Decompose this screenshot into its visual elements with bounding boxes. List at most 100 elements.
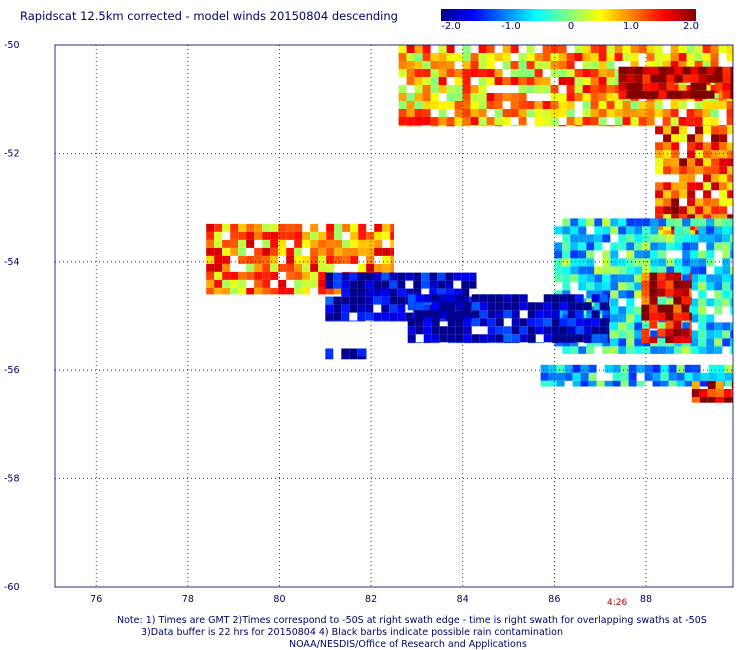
- data-cell: [510, 93, 519, 101]
- data-cell: [518, 69, 527, 77]
- data-cell: [684, 380, 693, 387]
- data-cell: [666, 242, 675, 251]
- data-cell: [554, 242, 563, 251]
- data-cell: [649, 312, 658, 321]
- data-cell: [519, 326, 528, 335]
- data-cell: [310, 271, 319, 280]
- data-cell: [381, 320, 390, 322]
- data-cell: [690, 90, 699, 99]
- data-cell: [564, 364, 573, 373]
- data-cell: [414, 101, 423, 109]
- data-cell: [642, 218, 651, 227]
- data-cell: [599, 302, 608, 311]
- note-line-2: 3)Data buffer is 22 hrs for 20150804 4) …: [141, 627, 563, 638]
- data-cell: [674, 90, 683, 99]
- y-tick-label: -56: [4, 365, 20, 376]
- data-cell: [431, 294, 440, 303]
- data-cell: [687, 158, 696, 167]
- data-cell: [641, 280, 650, 289]
- data-cell: [214, 231, 223, 240]
- data-cell: [422, 53, 431, 61]
- y-tick-label: -54: [4, 257, 20, 268]
- data-cell: [698, 306, 707, 315]
- data-cell: [582, 53, 591, 61]
- data-cell: [682, 266, 691, 275]
- data-cell: [618, 314, 627, 323]
- data-cell: [699, 397, 708, 403]
- data-cell: [714, 226, 723, 235]
- data-cell: [357, 296, 366, 305]
- data-cell: [730, 234, 733, 243]
- data-cell: [543, 334, 552, 343]
- data-cell: [414, 85, 423, 93]
- data-cell: [438, 45, 447, 53]
- data-cell: [478, 101, 487, 109]
- data-cell: [598, 77, 607, 85]
- data-cell: [670, 109, 679, 117]
- data-cell: [700, 380, 709, 387]
- data-cell: [486, 77, 495, 85]
- data-cell: [246, 231, 255, 240]
- data-cell: [414, 53, 423, 61]
- data-cell: [622, 109, 631, 117]
- data-cell: [582, 109, 591, 117]
- data-cell: [681, 328, 690, 337]
- data-cell: [230, 231, 239, 240]
- data-cell: [687, 198, 696, 207]
- data-cell: [570, 234, 579, 243]
- data-cell: [543, 302, 552, 311]
- data-cell: [695, 182, 704, 191]
- data-cell: [618, 234, 627, 243]
- data-cell: [686, 53, 695, 61]
- data-cell: [698, 330, 707, 339]
- data-cell: [690, 218, 699, 227]
- data-cell: [730, 290, 733, 299]
- data-cell: [527, 342, 536, 344]
- data-cell: [454, 53, 463, 61]
- data-cell: [690, 258, 699, 267]
- data-cell: [727, 174, 733, 183]
- data-cell: [286, 271, 295, 280]
- data-cell: [727, 166, 733, 175]
- plot-frame: [54, 44, 734, 588]
- data-cell: [357, 356, 366, 360]
- data-cell: [511, 334, 520, 343]
- data-cell: [678, 85, 687, 93]
- data-cell: [495, 294, 504, 303]
- data-cell: [590, 53, 599, 61]
- data-cell: [526, 53, 535, 61]
- data-cell: [439, 326, 448, 335]
- data-cell: [662, 61, 671, 69]
- data-cell: [700, 372, 709, 381]
- data-cell: [670, 125, 679, 127]
- data-cell: [626, 266, 635, 275]
- data-cell: [540, 364, 549, 373]
- data-cell: [630, 125, 639, 127]
- data-cell: [413, 280, 422, 289]
- data-cell: [706, 314, 715, 323]
- data-cell: [342, 247, 351, 256]
- data-cell: [695, 214, 704, 223]
- data-cell: [415, 294, 424, 303]
- data-cell: [238, 247, 247, 256]
- data-cell: [519, 318, 528, 327]
- data-cell: [357, 320, 366, 322]
- data-cell: [578, 250, 587, 259]
- data-cell: [630, 109, 639, 117]
- data-cell: [698, 90, 707, 99]
- data-cell: [398, 117, 407, 125]
- data-cell: [230, 279, 239, 288]
- data-cell: [636, 380, 645, 387]
- data-cell: [684, 364, 693, 373]
- data-cell: [270, 287, 279, 295]
- data-cell: [682, 258, 691, 267]
- data-cell: [575, 326, 584, 335]
- data-cell: [494, 109, 503, 117]
- data-cell: [431, 318, 440, 327]
- data-cell: [333, 280, 342, 289]
- data-cell: [702, 61, 711, 69]
- data-cell: [690, 74, 699, 83]
- data-cell: [673, 328, 682, 337]
- data-cell: [586, 242, 595, 251]
- data-cell: [574, 117, 583, 125]
